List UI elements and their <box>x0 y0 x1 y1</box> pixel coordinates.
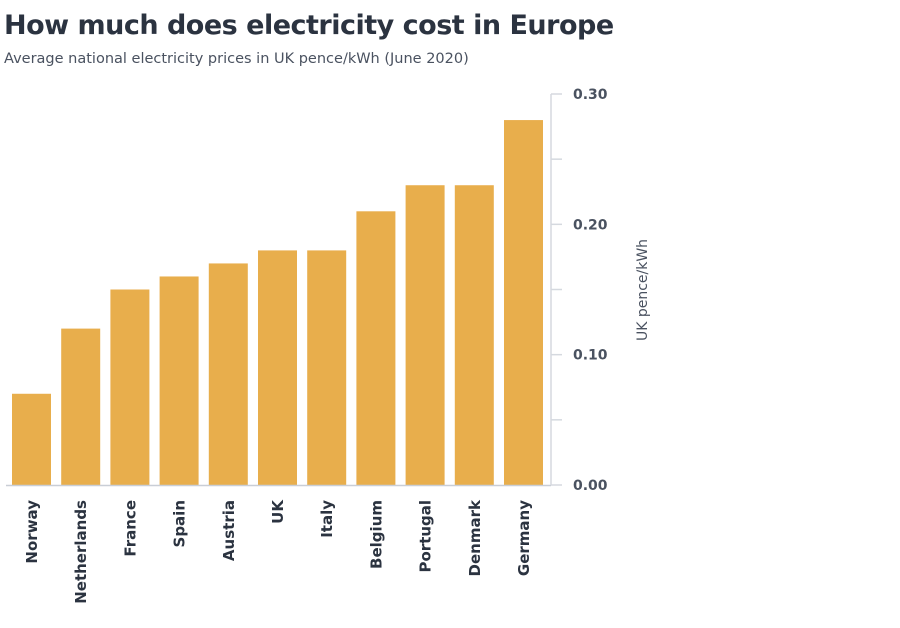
bar-norway <box>12 393 51 485</box>
x-tick-label: Belgium <box>367 500 385 569</box>
bar-germany <box>504 120 543 486</box>
x-tick-label: Germany <box>515 500 533 576</box>
bar-uk <box>258 250 297 485</box>
x-tick-label: Denmark <box>466 499 484 576</box>
bar-portugal <box>405 185 445 485</box>
y-axis-label: UK pence/kWh <box>635 239 651 341</box>
bar-italy <box>307 250 347 485</box>
bar-france <box>110 289 150 485</box>
x-tick-label: Netherlands <box>72 500 90 604</box>
y-tick-label: 0.10 <box>573 348 608 364</box>
y-tick-label: 0.20 <box>573 217 608 233</box>
bar-belgium <box>356 211 396 486</box>
x-tick-label: Spain <box>171 500 189 547</box>
chart-title: How much does electricity cost in Europe <box>4 10 614 41</box>
x-tick-label: Italy <box>318 500 336 538</box>
bar-denmark <box>454 185 494 485</box>
chart-subtitle: Average national electricity prices in U… <box>4 51 469 67</box>
x-tick-label: Austria <box>220 500 238 561</box>
x-tick-label: Portugal <box>417 500 435 573</box>
x-tick-label: UK <box>269 499 287 524</box>
x-tick-label: Norway <box>23 500 41 564</box>
bar-austria <box>208 263 248 485</box>
x-tick-label: France <box>121 500 139 557</box>
bar-spain <box>159 276 199 485</box>
bar-netherlands <box>61 328 101 485</box>
y-tick-label: 0.00 <box>573 478 608 494</box>
y-tick-label: 0.30 <box>573 87 608 103</box>
